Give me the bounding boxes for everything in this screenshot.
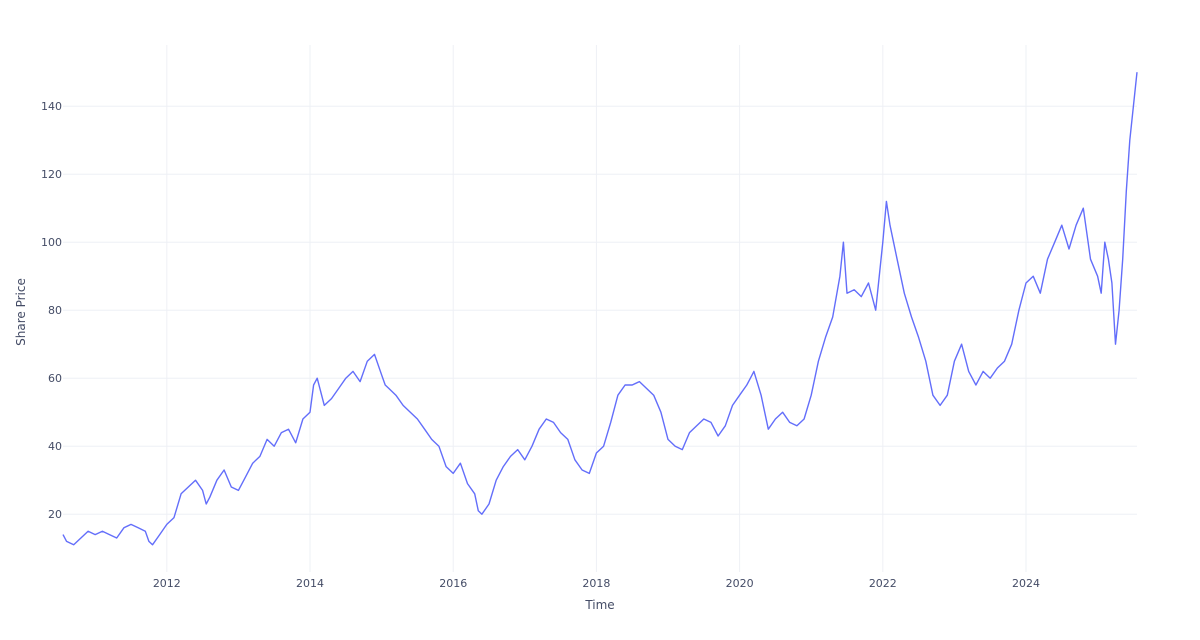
x-tick-label: 2016 <box>439 577 467 590</box>
y-tick-label: 140 <box>41 100 62 113</box>
x-axis-title: Time <box>584 598 614 612</box>
x-tick-label: 2014 <box>296 577 324 590</box>
x-axis-ticks: 2012 2014 2016 2018 2020 2022 2024 <box>153 577 1040 590</box>
y-tick-label: 20 <box>48 508 62 521</box>
x-tick-label: 2020 <box>726 577 754 590</box>
y-gridlines <box>63 105 1137 515</box>
y-tick-label: 100 <box>41 236 62 249</box>
y-tick-label: 60 <box>48 372 62 385</box>
series-line <box>62 72 1138 546</box>
x-tick-label: 2024 <box>1012 577 1040 590</box>
x-tick-label: 2018 <box>582 577 610 590</box>
y-axis-ticks: 20 40 60 80 100 120 140 <box>41 100 62 521</box>
x-tick-label: 2012 <box>153 577 181 590</box>
y-tick-label: 120 <box>41 168 62 181</box>
y-tick-label: 40 <box>48 440 62 453</box>
x-gridlines <box>166 45 1027 572</box>
y-axis-title: Share Price <box>14 278 28 346</box>
y-tick-label: 80 <box>48 304 62 317</box>
series-group <box>62 72 1138 546</box>
x-tick-label: 2022 <box>869 577 897 590</box>
